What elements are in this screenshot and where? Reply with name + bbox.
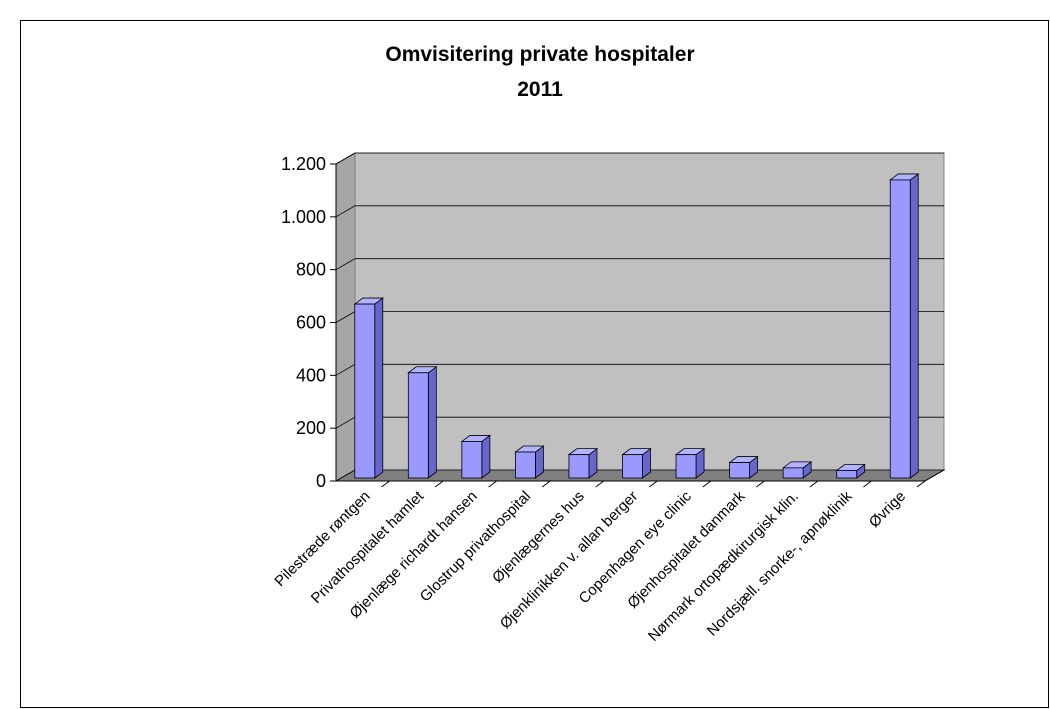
- y-tick-label: 1.000: [281, 207, 326, 227]
- bar: [461, 441, 483, 479]
- y-tick-label: 600: [296, 313, 326, 333]
- y-tick-label: 200: [296, 418, 326, 438]
- x-tick: [863, 480, 872, 488]
- x-tick: [381, 480, 390, 488]
- bar: [836, 470, 858, 479]
- bar: [729, 462, 750, 479]
- x-tick: [916, 480, 926, 488]
- bar: [889, 179, 911, 479]
- x-tick: [541, 480, 551, 488]
- bar-side: [481, 434, 491, 479]
- grid-line: [335, 152, 944, 165]
- bar: [354, 303, 376, 479]
- y-tick-label: 1.200: [281, 154, 326, 174]
- x-tick: [488, 480, 497, 488]
- bar: [675, 454, 697, 479]
- x-axis-depth: [924, 469, 945, 482]
- chart-subtitle: 2011: [517, 78, 563, 101]
- x-tick: [434, 480, 444, 488]
- x-tick: [595, 480, 605, 488]
- bar-side: [374, 297, 384, 479]
- bar: [568, 454, 590, 479]
- bar: [782, 467, 804, 479]
- x-tick: [756, 480, 765, 488]
- x-tick: [702, 480, 712, 488]
- x-tick: [648, 480, 658, 488]
- grid-line: [335, 205, 944, 218]
- bar: [407, 372, 429, 479]
- y-tick-label: 0: [316, 471, 326, 491]
- bar: [515, 451, 536, 479]
- x-tick: [809, 480, 819, 488]
- y-tick-label: 800: [296, 260, 326, 280]
- bar: [622, 454, 643, 479]
- chart-title: Omvisitering private hospitaler: [385, 43, 694, 66]
- grid-line: [335, 258, 944, 271]
- bar-side: [909, 173, 919, 479]
- bar-side: [427, 365, 437, 479]
- y-tick-label: 400: [296, 365, 326, 385]
